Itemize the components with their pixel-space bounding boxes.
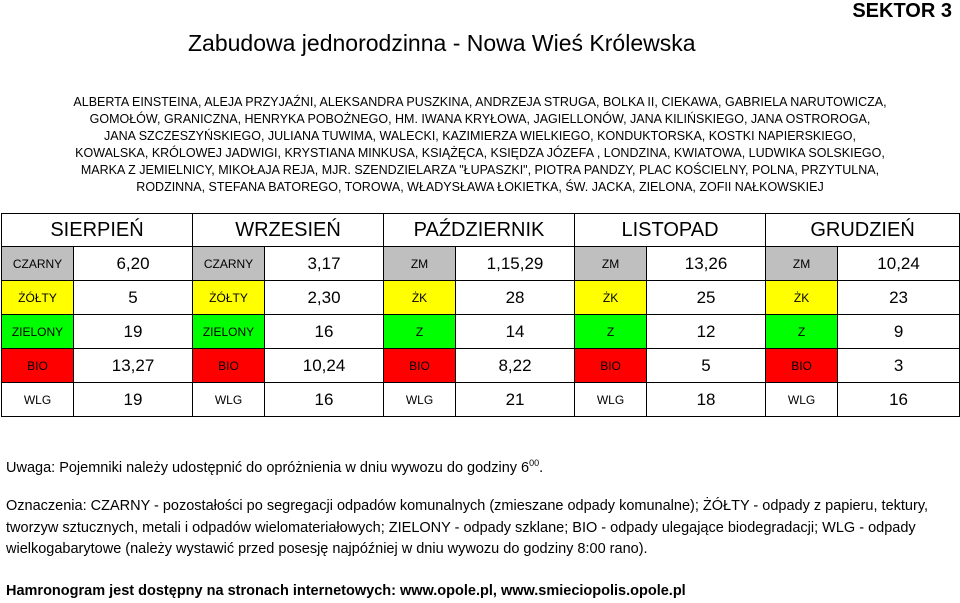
note-main: Uwaga: Pojemniki należy udostępnić do op… [6,459,530,476]
collection-days: 21 [455,382,576,417]
month-header: SIERPIEŃ [0,213,194,247]
street-list: ALBERTA EINSTEINA, ALEJA PRZYJAŹNI, ALEK… [6,94,954,196]
waste-type-label: WLG [1,382,74,417]
waste-type-label: WLG [765,382,839,417]
schedule-row: BIO 13,27 BIO 10,24 BIO 8,22 BIO 5 BIO 3 [1,348,960,383]
collection-days: 6,20 [72,246,194,281]
collection-days: 13,26 [646,246,767,281]
collection-days: 16 [264,314,385,349]
schedule-row: ŻÓŁTY 5 ŻÓŁTY 2,30 ŻK 28 ŻK 25 ŻK 23 [1,280,960,315]
page-title: Zabudowa jednorodzinna - Nowa Wieś Króle… [188,30,696,56]
collection-days: 16 [264,382,385,417]
collection-days: 16 [837,382,960,417]
waste-type-label: ZM [574,246,648,281]
waste-type-label: BIO [574,348,648,383]
waste-type-label: ZM [383,246,457,281]
street-line: ALBERTA EINSTEINA, ALEJA PRZYJAŹNI, ALEK… [73,95,887,109]
street-line: KOWALSKA, KRÓLOWEJ JADWIGI, KRYSTIANA MI… [75,146,885,160]
collection-days: 8,22 [455,348,576,383]
collection-days: 10,24 [837,246,960,281]
waste-type-label: ŻK [383,280,457,315]
waste-type-label: Z [383,314,457,349]
collection-days: 10,24 [264,348,385,383]
footer-text: Hamronogram jest dostępny na stronach in… [6,583,686,599]
collection-days: 1,15,29 [455,246,576,281]
waste-type-label: ŻK [574,280,648,315]
collection-days: 14 [455,314,576,349]
note-end: . [539,459,544,476]
waste-type-label: CZARNY [192,246,266,281]
waste-type-label: ZIELONY [192,314,266,349]
street-line: RODZINNA, STEFANA BATOREGO, TOROWA, WŁAD… [136,180,824,194]
street-line: MARKA Z JEMIELNICY, MIKOŁAJA REJA, MJR. … [80,163,880,177]
collection-days: 2,30 [264,280,385,315]
collection-days: 19 [72,314,194,349]
collection-days: 9 [837,314,960,349]
collection-days: 25 [646,280,767,315]
waste-type-label: CZARNY [1,246,74,281]
collection-days: 3 [837,348,960,383]
waste-type-label: Z [574,314,648,349]
collection-days: 23 [837,280,960,315]
month-header: GRUDZIEŃ [765,213,960,247]
collection-days: 12 [646,314,767,349]
collection-days: 3,17 [264,246,385,281]
waste-type-label: Z [765,314,839,349]
legend-text: Oznaczenia: CZARNY - pozostałości po seg… [6,498,929,557]
note-text: Uwaga: Pojemniki należy udostępnić do op… [6,458,543,476]
collection-days: 18 [646,382,767,417]
waste-type-label: ZIELONY [1,314,74,349]
schedule-row: ZIELONY 19 ZIELONY 16 Z 14 Z 12 Z 9 [1,314,960,349]
waste-type-label: WLG [383,382,457,417]
waste-type-label: BIO [192,348,266,383]
schedule-row: CZARNY 6,20 CZARNY 3,17 ZM 1,15,29 ZM 13,26 ZM 10… [1,246,960,281]
waste-type-label: ŻÓŁTY [1,280,74,315]
note-superscript: 00 [529,458,540,468]
street-line: GOMOŁÓW, GRANICZNA, HENRYKA POBOŻNEGO, H… [89,112,871,126]
sector-label: SEKTOR 3 [852,0,952,22]
street-line: JANA SZCZESZYŃSKIEGO, JULIANA TUWIMA, WA… [103,129,856,143]
collection-schedule-table: SIERPIEŃ WRZESIEŃ PAŹDZIERNIK LISTOPAD G… [0,213,960,417]
collection-days: 5 [646,348,767,383]
waste-type-label: BIO [383,348,457,383]
waste-type-label: ZM [765,246,839,281]
waste-type-label: WLG [574,382,648,417]
month-header: LISTOPAD [574,213,767,247]
collection-days: 28 [455,280,576,315]
month-header: PAŹDZIERNIK [383,213,576,247]
waste-type-label: WLG [192,382,266,417]
collection-days: 19 [72,382,194,417]
waste-type-label: ŻK [765,280,839,315]
waste-type-label: BIO [1,348,74,383]
month-header: WRZESIEŃ [192,213,385,247]
collection-days: 5 [72,280,194,315]
waste-type-label: BIO [765,348,839,383]
collection-days: 13,27 [72,348,194,383]
schedule-row: WLG 19 WLG 16 WLG 21 WLG 18 WLG 16 [1,382,960,417]
waste-type-label: ŻÓŁTY [192,280,266,315]
month-header-row: SIERPIEŃ WRZESIEŃ PAŹDZIERNIK LISTOPAD G… [0,213,960,247]
